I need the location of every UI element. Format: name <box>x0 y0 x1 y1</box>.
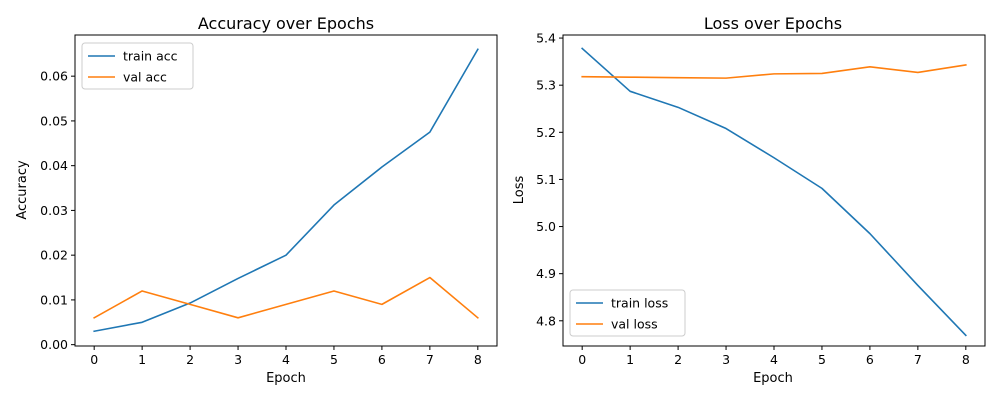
accuracy-y-tick-label: 0.06 <box>40 69 68 84</box>
accuracy-y-axis-label: Accuracy <box>15 160 30 220</box>
loss-y-tick-label: 5.1 <box>536 172 556 187</box>
loss-x-axis-label: Epoch <box>753 371 793 386</box>
accuracy-y-tick-label: 0.01 <box>40 292 68 307</box>
accuracy-series-line-val-acc <box>93 276 479 319</box>
accuracy-y-tick-label: 0.05 <box>40 113 68 128</box>
accuracy-legend: train acc val acc <box>81 42 194 90</box>
accuracy-x-axis-label: Epoch <box>266 371 306 386</box>
accuracy-legend-label: val acc <box>123 70 167 85</box>
accuracy-x-tick-label: 5 <box>330 352 338 367</box>
loss-series-line-val-loss <box>581 64 967 79</box>
loss-x-tick-label: 4 <box>770 352 778 367</box>
loss-legend-label: train loss <box>611 296 668 311</box>
accuracy-chart-title: Accuracy over Epochs <box>198 14 374 33</box>
accuracy-series-line-train-acc <box>93 48 479 333</box>
accuracy-x-tick-label: 2 <box>186 352 194 367</box>
accuracy-y-tick-label: 0.00 <box>40 337 68 352</box>
loss-y-tick-label: 5.3 <box>536 78 556 93</box>
accuracy-x-tick-label: 3 <box>234 352 242 367</box>
loss-x-tick-label: 5 <box>818 352 826 367</box>
loss-y-tick-label: 5.4 <box>536 31 556 46</box>
loss-x-tick-label: 1 <box>626 352 634 367</box>
loss-y-tick-label: 5.0 <box>536 219 556 234</box>
loss-y-tick-label: 4.9 <box>536 266 556 281</box>
loss-x-tick-label: 2 <box>674 352 682 367</box>
loss-legend-label: val loss <box>611 317 658 332</box>
loss-x-tick-label: 0 <box>578 352 586 367</box>
accuracy-x-tick-label: 1 <box>138 352 146 367</box>
loss-legend: train loss val loss <box>569 289 686 337</box>
accuracy-x-tick-label: 6 <box>378 352 386 367</box>
accuracy-x-tick-label: 8 <box>474 352 482 367</box>
accuracy-legend-label: train acc <box>123 49 178 64</box>
loss-series-line-train-loss <box>581 47 967 337</box>
loss-x-tick-label: 8 <box>962 352 970 367</box>
loss-x-tick-label: 7 <box>914 352 922 367</box>
accuracy-subplot: Accuracy over Epochs Epoch Accuracy 0 1 2 3… <box>15 14 498 386</box>
accuracy-y-tick-label: 0.03 <box>40 203 68 218</box>
accuracy-y-tick-label: 0.04 <box>40 158 68 173</box>
accuracy-y-tick-label: 0.02 <box>40 248 68 263</box>
loss-subplot: Loss over Epochs Epoch Loss 0 1 2 3 4 5 6 7 8 4.8… <box>512 14 986 386</box>
loss-x-tick-label: 6 <box>866 352 874 367</box>
loss-y-tick-label: 4.8 <box>536 313 556 328</box>
loss-y-axis-label: Loss <box>512 176 527 205</box>
loss-chart-title: Loss over Epochs <box>704 14 842 33</box>
loss-x-tick-label: 3 <box>722 352 730 367</box>
loss-y-tick-label: 5.2 <box>536 125 556 140</box>
accuracy-x-tick-label: 4 <box>282 352 290 367</box>
accuracy-x-tick-label: 0 <box>90 352 98 367</box>
accuracy-x-tick-label: 7 <box>426 352 434 367</box>
